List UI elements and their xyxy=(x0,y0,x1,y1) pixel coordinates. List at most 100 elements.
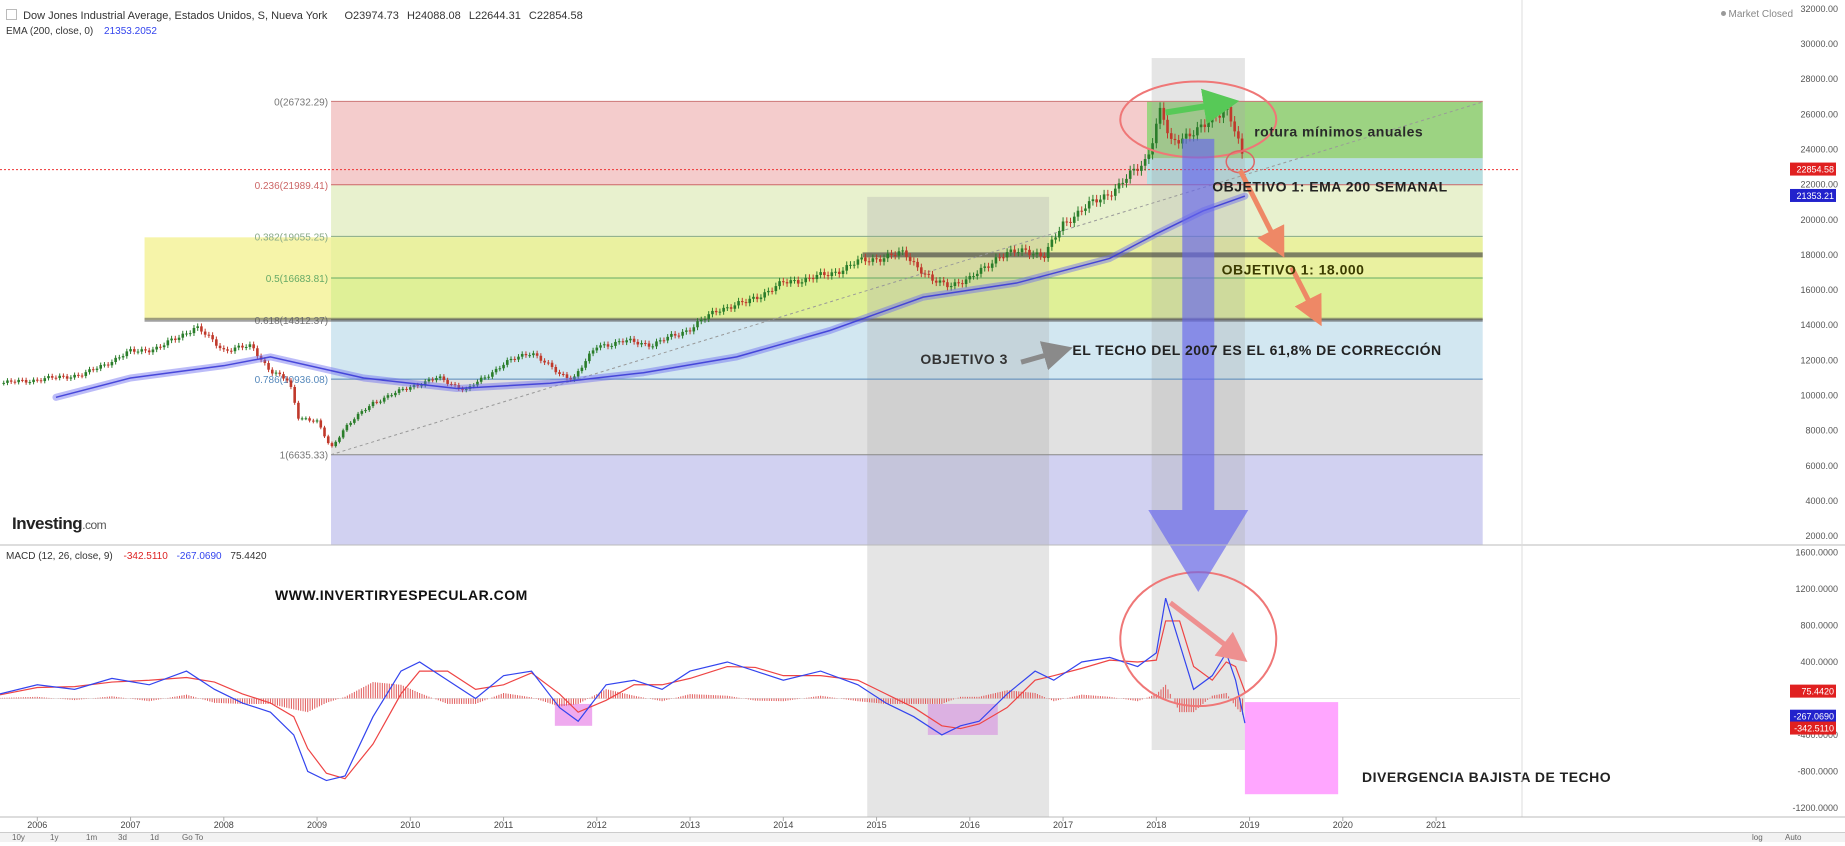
price-candle-body xyxy=(1113,188,1117,196)
macd-badge-2-bg xyxy=(1790,709,1836,723)
price-tick-label: 26000.00 xyxy=(1800,109,1838,119)
price-candle-body xyxy=(1147,154,1151,160)
price-candle-body xyxy=(95,368,99,370)
price-candle-body xyxy=(84,372,88,376)
price-candle-body xyxy=(595,347,599,351)
goto-button[interactable]: Go To xyxy=(182,833,204,842)
price-candle-body xyxy=(58,375,61,379)
price-candle-body xyxy=(841,270,845,274)
price-candle-body xyxy=(520,353,524,357)
macd-signal-line xyxy=(0,620,1246,780)
price-candle-body xyxy=(50,376,54,378)
price-candle-body xyxy=(479,377,483,382)
price-candle-body xyxy=(949,286,953,288)
range-1d-button[interactable]: 1d xyxy=(150,833,159,842)
annotation-layer: rotura mínimos anuales OBJETIVO 1: EMA 20… xyxy=(275,80,1611,785)
price-candle-body xyxy=(703,319,707,321)
price-candle-body xyxy=(696,321,699,328)
x-tick-label: 2011 xyxy=(494,820,513,830)
price-candle-body xyxy=(241,345,244,348)
annotation-objetivo-18000: OBJETIVO 1: 18.000 xyxy=(1222,261,1365,277)
symbol-title[interactable]: Dow Jones Industrial Average, Estados Un… xyxy=(23,10,328,22)
log-scale-button[interactable]: log xyxy=(1752,833,1763,842)
price-candle-body xyxy=(263,359,267,364)
price-candle-body xyxy=(1155,123,1158,144)
price-candle-body xyxy=(804,277,807,283)
annotation-objetivo-3: OBJETIVO 3 xyxy=(920,351,1007,367)
price-candle-body xyxy=(464,388,468,391)
price-candle-body xyxy=(1080,210,1084,212)
range-10y-button[interactable]: 10y xyxy=(12,833,25,842)
price-tick-label: 30000.00 xyxy=(1800,39,1838,49)
price-candle-body xyxy=(1106,194,1110,196)
price-candle-body xyxy=(409,387,412,390)
price-candle-body xyxy=(942,280,946,283)
price-candle-body xyxy=(39,380,43,382)
price-candle-body xyxy=(293,386,296,403)
price-candle-body xyxy=(912,261,916,263)
price-candle-body xyxy=(1214,114,1218,117)
auto-scale-button[interactable]: Auto xyxy=(1785,833,1802,842)
price-candle-body xyxy=(54,377,58,379)
price-candle-body xyxy=(1024,248,1028,250)
price-candle-body xyxy=(524,353,528,356)
range-3d-button[interactable]: 3d xyxy=(118,833,127,842)
macd-tick-label: 1200.0000 xyxy=(1795,584,1838,594)
x-tick-label: 2015 xyxy=(867,820,887,830)
x-tick-label: 2016 xyxy=(960,820,980,830)
green-arrow xyxy=(1165,88,1240,125)
price-candle-body xyxy=(1058,230,1061,238)
price-candle-body xyxy=(733,305,737,309)
price-candle-body xyxy=(994,257,998,264)
price-candle-body xyxy=(558,372,561,374)
ema-legend[interactable]: EMA (200, close, 0) 21353.2052 xyxy=(6,26,157,37)
price-candle-body xyxy=(174,338,177,340)
yellow-zone-left xyxy=(144,237,332,320)
big-down-arrow xyxy=(1148,138,1249,593)
fib-label: 0(26732.29) xyxy=(274,97,328,108)
price-candle-body xyxy=(1192,135,1195,137)
price-candle-body xyxy=(800,282,804,284)
price-candle-body xyxy=(614,341,617,346)
price-candle-body xyxy=(147,350,151,353)
macd-legend[interactable]: MACD (12, 26, close, 9) -342.5110 -267.0… xyxy=(6,551,267,562)
price-candle-body xyxy=(908,256,912,262)
price-candle-body xyxy=(476,381,479,386)
price-candle-body xyxy=(882,258,886,262)
price-candle-body xyxy=(375,401,379,403)
ema-label: EMA (200, close, 0) xyxy=(6,26,94,37)
price-candle-body xyxy=(722,307,725,312)
price-candle-body xyxy=(632,338,636,342)
price-candle-body xyxy=(759,297,763,300)
price-candle-body xyxy=(793,280,796,282)
price-tick-label: 8000.00 xyxy=(1805,426,1838,436)
price-candle-body xyxy=(588,353,591,362)
price-candle-body xyxy=(405,388,408,390)
price-candle-body xyxy=(278,372,282,375)
market-status-text: Market Closed xyxy=(1728,9,1793,20)
range-1m-button[interactable]: 1m xyxy=(86,833,98,842)
collapse-icon[interactable] xyxy=(6,9,17,20)
price-candle-body xyxy=(401,388,405,390)
price-candle-body xyxy=(651,346,655,348)
price-candle-body xyxy=(573,376,576,380)
price-candle-body xyxy=(998,257,1001,259)
price-candle-body xyxy=(539,355,543,361)
fib-label: 1(6635.33) xyxy=(280,451,328,462)
price-candle-body xyxy=(442,376,446,381)
price-candle-body xyxy=(248,344,252,347)
price-tick-label: 16000.00 xyxy=(1800,285,1838,295)
price-candle-body xyxy=(726,307,729,309)
macd-badge-1-bg xyxy=(1790,684,1836,698)
price-candle-body xyxy=(901,250,904,252)
price-candle-body xyxy=(226,349,229,351)
price-candle-body xyxy=(1072,216,1076,223)
price-candle-body xyxy=(435,378,438,381)
price-candle-body xyxy=(1237,131,1240,139)
price-candle-body xyxy=(211,335,214,340)
range-1y-button[interactable]: 1y xyxy=(50,833,59,842)
pink-arrow xyxy=(1168,600,1248,663)
price-candle-body xyxy=(1031,254,1035,256)
